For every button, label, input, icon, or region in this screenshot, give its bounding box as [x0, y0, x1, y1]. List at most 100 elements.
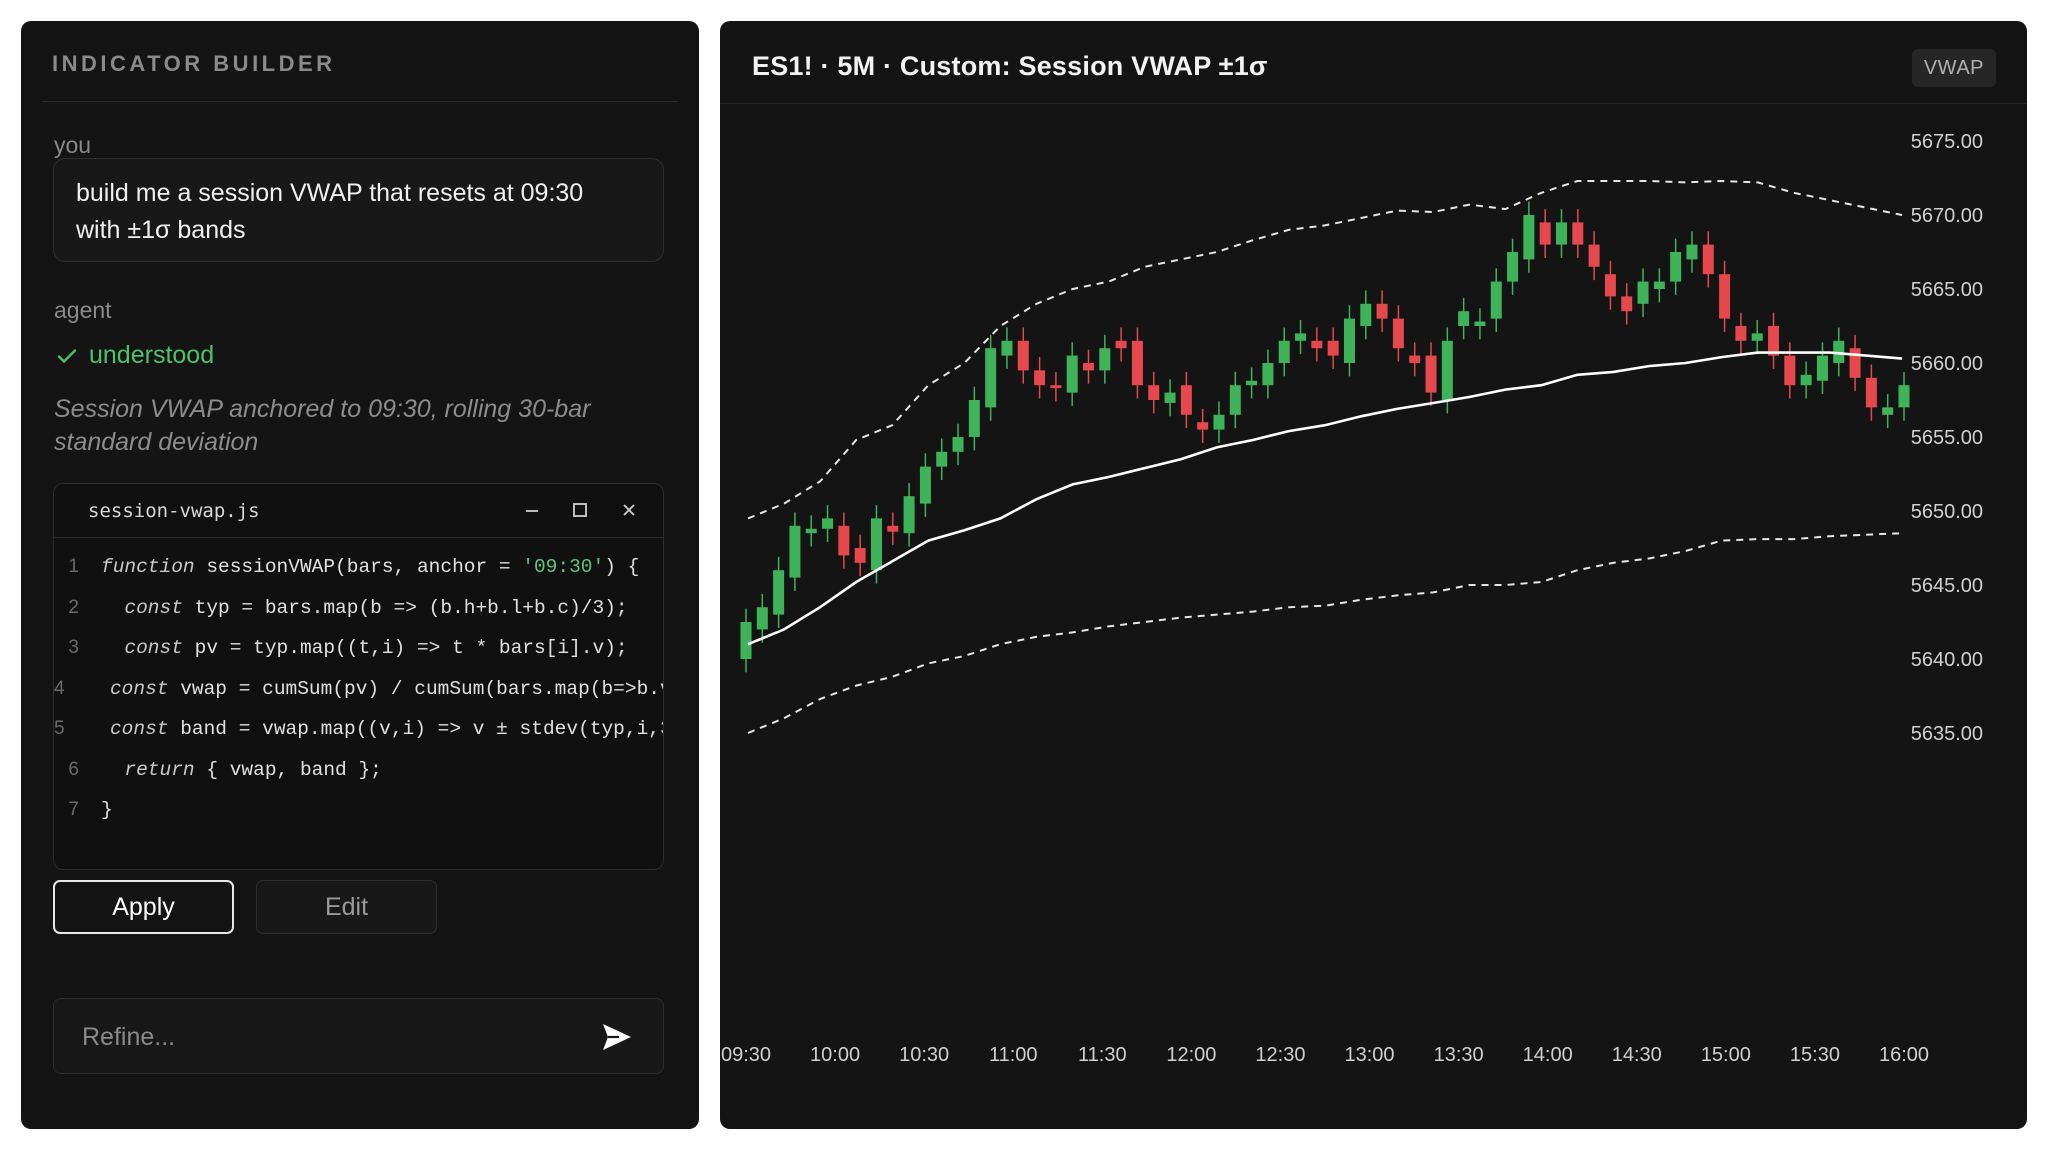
apply-button[interactable]: Apply	[53, 880, 234, 934]
candle	[1034, 370, 1046, 386]
y-tick-label: 5670.00	[1911, 205, 1983, 227]
code-token: ) {	[604, 556, 640, 578]
y-tick-label: 5660.00	[1911, 353, 1983, 375]
candle	[1425, 355, 1437, 393]
code-line: 1 function sessionVWAP(bars, anchor = '09…	[54, 556, 663, 597]
candle	[854, 548, 866, 563]
candle	[1784, 355, 1796, 386]
code-token: { vwap, band };	[194, 758, 382, 781]
agent-status: understood	[55, 341, 214, 370]
vwap-line	[747, 351, 1903, 646]
line-number: 3	[68, 637, 79, 658]
line-number: 5	[54, 718, 65, 739]
x-tick-label: 16:00	[1879, 1044, 1929, 1066]
code-line: 6 return { vwap, band };	[54, 759, 663, 800]
y-tick-label: 5675.00	[1911, 131, 1983, 153]
candle	[1490, 281, 1502, 319]
code-line: 5 const band = vwap.map((v,i) => v ± std…	[54, 718, 663, 759]
candle	[1539, 222, 1551, 245]
indicator-builder-panel: INDICATOR BUILDER you build me a session…	[21, 21, 699, 1129]
candle	[1017, 340, 1029, 371]
x-tick-label: 09:30	[721, 1044, 771, 1066]
candle	[1719, 274, 1731, 319]
code-token: function	[101, 556, 195, 578]
maximize-icon[interactable]	[566, 496, 594, 524]
refine-input[interactable]	[80, 1019, 564, 1055]
code-token	[87, 718, 110, 740]
candle	[1327, 340, 1339, 356]
candle	[789, 525, 801, 578]
candle	[1507, 252, 1519, 282]
code-token: pv = typ.map((t,i) => t * bars[i].v);	[182, 637, 628, 659]
candle	[1833, 340, 1845, 363]
candle	[1702, 244, 1714, 275]
x-tick-label: 11:00	[989, 1044, 1038, 1066]
code-token: }	[101, 799, 113, 821]
code-token: const	[109, 718, 169, 740]
edit-button[interactable]: Edit	[256, 880, 437, 934]
code-token: const	[124, 637, 183, 659]
candle	[1898, 385, 1910, 408]
candle	[1800, 374, 1812, 386]
candle	[1474, 321, 1486, 326]
x-tick-label: 14:00	[1523, 1044, 1573, 1066]
line-number: 2	[68, 596, 79, 618]
code-token	[101, 759, 124, 781]
candle	[1849, 348, 1861, 378]
candle	[952, 437, 964, 452]
candle	[1229, 385, 1241, 415]
code-token: vwap = cumSum(pv) / cumSum(bars.map(b=>b…	[168, 677, 664, 700]
candle	[903, 496, 915, 534]
x-tick-label: 12:30	[1255, 1044, 1305, 1066]
candle	[1262, 363, 1274, 386]
candle	[1458, 311, 1470, 326]
line-number: 6	[68, 758, 79, 780]
status-text: understood	[89, 341, 215, 369]
candle	[1148, 385, 1160, 400]
candle	[1865, 377, 1877, 408]
line-number: 7	[68, 799, 79, 820]
candle	[1409, 355, 1421, 363]
code-token: band = vwap.map((v,i) => v ± stdev(typ,i…	[168, 718, 664, 740]
candle	[1115, 340, 1127, 349]
vwap-badge[interactable]: VWAP	[1911, 49, 1996, 87]
candle	[1882, 407, 1894, 415]
candle	[1768, 326, 1780, 356]
x-tick-label: 15:00	[1701, 1044, 1751, 1066]
code-filename: session-vwap.js	[88, 500, 260, 522]
code-token: return	[124, 758, 195, 781]
agent-role-label: agent	[54, 297, 112, 323]
candle	[1311, 340, 1323, 349]
candle	[1083, 363, 1095, 371]
candle	[1246, 380, 1258, 386]
code-token: typ = bars.map(b => (b.h+b.l+b.c)/3);	[182, 596, 628, 619]
code-editor[interactable]: 1 function sessionVWAP(bars, anchor = '09…	[54, 556, 663, 840]
code-line: 3 const pv = typ.map((t,i) => t * bars[i…	[54, 637, 663, 678]
candle	[985, 348, 997, 408]
divider	[720, 103, 2027, 104]
candle	[1197, 422, 1209, 430]
candle	[1751, 333, 1763, 341]
price-chart[interactable]: 5675.00 5670.00 5665.00 5660.00 5655.00 5650.…	[720, 21, 2027, 1129]
candle	[1392, 318, 1404, 349]
candle	[1050, 385, 1062, 389]
code-line: 4 const vwap = cumSum(pv) / cumSum(bars.…	[54, 678, 663, 719]
line-number: 1	[68, 556, 79, 577]
refine-box	[53, 998, 664, 1074]
y-tick-label: 5635.00	[1911, 723, 1983, 745]
candle	[740, 622, 752, 659]
candle	[1099, 348, 1111, 371]
close-icon[interactable]	[615, 496, 643, 524]
x-tick-label: 13:00	[1345, 1044, 1395, 1066]
candle	[1523, 215, 1535, 260]
candle	[1604, 274, 1616, 297]
minimize-icon[interactable]	[518, 496, 546, 524]
y-tick-label: 5665.00	[1911, 279, 1983, 301]
code-line: 2 const typ = bars.map(b => (b.h+b.l+b.c…	[54, 597, 663, 638]
candle	[1555, 222, 1567, 245]
candle	[968, 400, 980, 437]
code-token: '09:30'	[522, 556, 605, 578]
candle	[870, 518, 882, 571]
user-message: build me a session VWAP that resets at 0…	[53, 158, 664, 262]
send-icon[interactable]	[599, 1019, 635, 1055]
